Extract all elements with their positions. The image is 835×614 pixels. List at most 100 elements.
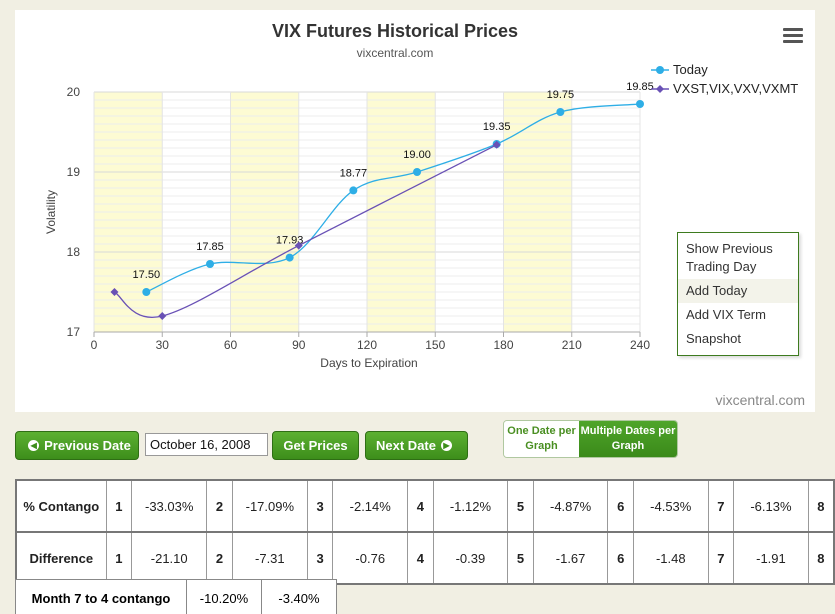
month7-value: -3.40%: [261, 579, 337, 614]
contango-value: -4.87%: [532, 479, 609, 533]
month-number: 7: [707, 531, 735, 585]
month-number: 1: [105, 479, 133, 533]
legend-today-label: Today: [673, 62, 708, 77]
series-line: [146, 103, 641, 293]
data-label: 19.00: [403, 149, 431, 161]
chart-title: VIX Futures Historical Prices: [272, 21, 518, 41]
legend-indices-label: VXST,VIX,VXV,VXMT: [673, 81, 799, 96]
difference-value: -7.31: [231, 531, 308, 585]
menu-add-today[interactable]: Add Today: [678, 279, 798, 303]
graph-mode-toggle: One Date per Graph Multiple Dates per Gr…: [503, 420, 678, 458]
y-axis-title: Volatility: [44, 190, 58, 234]
month-number: 6: [607, 531, 634, 585]
month-number: 3: [306, 479, 334, 533]
legend-item-vix-indices[interactable]: VXST,VIX,VXV,VXMT: [651, 79, 798, 98]
data-point[interactable]: [110, 288, 119, 296]
difference-value: -1.91: [733, 531, 809, 585]
vix-chart: 0 30 60 90 120 150 180 210 240 17 18 19 20 VIX Futur…: [44, 21, 654, 370]
x-tick-label: 60: [224, 338, 238, 352]
month-number: 4: [407, 479, 434, 533]
data-point[interactable]: [413, 168, 422, 176]
previous-date-label: Previous Date: [44, 438, 131, 453]
hamburger-menu-icon[interactable]: [783, 28, 803, 44]
data-point[interactable]: [636, 100, 644, 108]
difference-value: -21.10: [131, 531, 208, 585]
date-input[interactable]: [145, 433, 268, 456]
legend-indices-marker-icon: [651, 84, 669, 93]
legend-today-marker-icon: [651, 65, 669, 74]
data-point[interactable]: [556, 108, 565, 116]
difference-value: -0.76: [332, 531, 409, 585]
data-point[interactable]: [206, 260, 215, 268]
month-number: 6: [607, 479, 634, 533]
x-axis-title: Days to Expiration: [320, 356, 417, 370]
chart-legend: Today VXST,VIX,VXV,VXMT: [651, 60, 798, 98]
series-line: [114, 144, 497, 318]
contango-value: -33.03%: [131, 479, 208, 533]
month-number: 8: [807, 479, 835, 533]
x-tick-label: 240: [630, 338, 650, 352]
month-number: 3: [306, 531, 334, 585]
data-label: 19.35: [483, 121, 511, 133]
x-tick-label: 0: [91, 338, 98, 352]
contango-value: -6.13%: [733, 479, 809, 533]
multiple-dates-option[interactable]: Multiple Dates per Graph: [579, 421, 677, 457]
contango-row: % Contango 1 -33.03% 2 -17.09% 3 -2.14% 4 -1.12…: [15, 479, 835, 533]
data-point[interactable]: [142, 288, 151, 296]
x-tick-label: 180: [493, 338, 513, 352]
data-label: 18.77: [340, 167, 368, 179]
difference-value: -1.67: [532, 531, 609, 585]
x-tick-label: 90: [292, 338, 306, 352]
data-point[interactable]: [492, 140, 501, 149]
contango-row-header: % Contango: [15, 479, 107, 533]
contango-value: -2.14%: [332, 479, 409, 533]
contango-value: -17.09%: [231, 479, 308, 533]
one-date-option[interactable]: One Date per Graph: [504, 421, 579, 457]
data-label: 19.85: [626, 81, 654, 93]
data-label: 17.85: [196, 241, 224, 253]
chart-subtitle: vixcentral.com: [357, 46, 434, 60]
month-number: 8: [807, 531, 835, 585]
data-label: 17.50: [133, 269, 161, 281]
next-date-label: Next Date: [376, 438, 436, 453]
month-number: 5: [507, 531, 534, 585]
chart-credit[interactable]: vixcentral.com: [715, 392, 805, 408]
contango-table: % Contango 1 -33.03% 2 -17.09% 3 -2.14% 4 -1.12…: [15, 479, 835, 585]
data-point[interactable]: [285, 253, 294, 262]
x-tick-label: 150: [425, 338, 445, 352]
data-point[interactable]: [349, 186, 358, 195]
data-label: 17.93: [276, 235, 304, 247]
next-date-button[interactable]: Next Date ▶: [365, 431, 468, 460]
difference-value: -0.39: [432, 531, 509, 585]
y-tick-label: 17: [67, 325, 81, 339]
previous-date-button[interactable]: ◀ Previous Date: [15, 431, 139, 460]
month-number: 5: [507, 479, 534, 533]
y-tick-label: 19: [67, 165, 81, 179]
data-point[interactable]: [158, 312, 167, 320]
data-label: 19.75: [547, 89, 575, 101]
y-tick-label: 18: [67, 245, 81, 259]
month-number: 7: [707, 479, 735, 533]
menu-snapshot[interactable]: Snapshot: [686, 331, 741, 346]
month7-table: Month 7 to 4 contango -10.20% -3.40%: [15, 579, 337, 614]
menu-add-vix-term[interactable]: Add VIX Term: [686, 307, 766, 322]
month-number: 4: [407, 531, 434, 585]
get-prices-button[interactable]: Get Prices: [272, 431, 359, 460]
arrow-left-icon: ◀: [28, 440, 40, 451]
month-number: 2: [206, 531, 233, 585]
difference-row: Difference 1 -21.10 2 -7.31 3 -0.76 4 -0.39 5 -1.…: [15, 531, 835, 585]
menu-show-previous[interactable]: Show Previous Trading Day: [686, 241, 773, 274]
month-number: 1: [105, 531, 133, 585]
difference-value: -1.48: [632, 531, 709, 585]
contango-value: -1.12%: [432, 479, 509, 533]
difference-row-header: Difference: [15, 531, 107, 585]
x-tick-label: 30: [156, 338, 170, 352]
arrow-right-icon: ▶: [440, 440, 452, 451]
data-point[interactable]: [294, 241, 303, 250]
legend-item-today[interactable]: Today: [651, 60, 798, 79]
get-prices-label: Get Prices: [283, 438, 348, 453]
month7-label: Month 7 to 4 contango: [15, 579, 187, 614]
x-tick-label: 120: [357, 338, 377, 352]
y-tick-label: 20: [67, 85, 81, 99]
x-tick-label: 210: [562, 338, 582, 352]
